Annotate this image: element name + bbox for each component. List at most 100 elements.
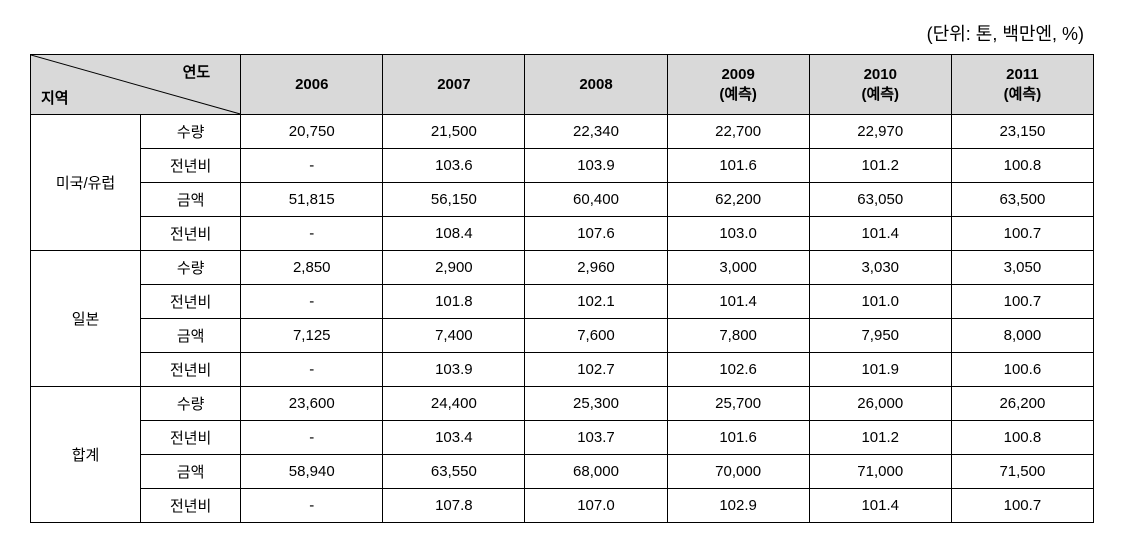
table-row: 전년비-101.8102.1101.4101.0100.7 — [31, 285, 1094, 319]
metric-label-cell: 수량 — [141, 387, 241, 421]
value-cell: - — [241, 149, 383, 183]
value-cell: 60,400 — [525, 183, 667, 217]
metric-label-cell: 전년비 — [141, 285, 241, 319]
table-row: 전년비-103.9102.7102.6101.9100.6 — [31, 353, 1094, 387]
value-cell: 63,500 — [951, 183, 1093, 217]
value-cell: 71,000 — [809, 455, 951, 489]
value-cell: 26,200 — [951, 387, 1093, 421]
table-row: 금액7,1257,4007,6007,8007,9508,000 — [31, 319, 1094, 353]
metric-label-cell: 수량 — [141, 115, 241, 149]
value-cell: 101.2 — [809, 421, 951, 455]
table-row: 금액51,81556,15060,40062,20063,05063,500 — [31, 183, 1094, 217]
table-row: 미국/유럽수량20,75021,50022,34022,70022,97023,… — [31, 115, 1094, 149]
value-cell: 102.6 — [667, 353, 809, 387]
value-cell: 107.0 — [525, 489, 667, 523]
header-region-label: 지역 — [41, 87, 69, 108]
metric-label-cell: 전년비 — [141, 217, 241, 251]
value-cell: - — [241, 421, 383, 455]
value-cell: 25,300 — [525, 387, 667, 421]
metric-label-cell: 금액 — [141, 183, 241, 217]
value-cell: 107.8 — [383, 489, 525, 523]
value-cell: - — [241, 353, 383, 387]
value-cell: 63,050 — [809, 183, 951, 217]
table-row: 전년비-103.6103.9101.6101.2100.8 — [31, 149, 1094, 183]
value-cell: 101.0 — [809, 285, 951, 319]
year-header: 2010(예측) — [809, 55, 951, 115]
value-cell: 7,950 — [809, 319, 951, 353]
value-cell: 70,000 — [667, 455, 809, 489]
value-cell: 101.6 — [667, 421, 809, 455]
value-cell: 51,815 — [241, 183, 383, 217]
table-row: 일본수량2,8502,9002,9603,0003,0303,050 — [31, 251, 1094, 285]
value-cell: 20,750 — [241, 115, 383, 149]
value-cell: 101.2 — [809, 149, 951, 183]
year-header: 2007 — [383, 55, 525, 115]
value-cell: 103.9 — [383, 353, 525, 387]
diagonal-header: 연도 지역 — [31, 55, 241, 115]
value-cell: 62,200 — [667, 183, 809, 217]
metric-label-cell: 수량 — [141, 251, 241, 285]
value-cell: 56,150 — [383, 183, 525, 217]
value-cell: 101.4 — [667, 285, 809, 319]
value-cell: 101.4 — [809, 489, 951, 523]
value-cell: 2,960 — [525, 251, 667, 285]
value-cell: 101.6 — [667, 149, 809, 183]
table-row: 전년비-103.4103.7101.6101.2100.8 — [31, 421, 1094, 455]
value-cell: 24,400 — [383, 387, 525, 421]
value-cell: - — [241, 489, 383, 523]
value-cell: 100.6 — [951, 353, 1093, 387]
metric-label-cell: 금액 — [141, 455, 241, 489]
metric-label-cell: 금액 — [141, 319, 241, 353]
metric-label-cell: 전년비 — [141, 149, 241, 183]
value-cell: 103.9 — [525, 149, 667, 183]
value-cell: 3,000 — [667, 251, 809, 285]
value-cell: 71,500 — [951, 455, 1093, 489]
region-cell: 합계 — [31, 387, 141, 523]
value-cell: 103.4 — [383, 421, 525, 455]
value-cell: 3,030 — [809, 251, 951, 285]
value-cell: 22,970 — [809, 115, 951, 149]
value-cell: 101.4 — [809, 217, 951, 251]
value-cell: 102.1 — [525, 285, 667, 319]
header-year-label: 연도 — [183, 61, 211, 82]
value-cell: - — [241, 285, 383, 319]
value-cell: 100.7 — [951, 217, 1093, 251]
value-cell: 100.7 — [951, 489, 1093, 523]
value-cell: 26,000 — [809, 387, 951, 421]
region-cell: 미국/유럽 — [31, 115, 141, 251]
value-cell: 58,940 — [241, 455, 383, 489]
value-cell: 100.8 — [951, 421, 1093, 455]
metric-label-cell: 전년비 — [141, 489, 241, 523]
value-cell: 108.4 — [383, 217, 525, 251]
year-header: 2008 — [525, 55, 667, 115]
value-cell: 100.8 — [951, 149, 1093, 183]
value-cell: 103.6 — [383, 149, 525, 183]
value-cell: 7,125 — [241, 319, 383, 353]
value-cell: 2,850 — [241, 251, 383, 285]
value-cell: 22,700 — [667, 115, 809, 149]
value-cell: 21,500 — [383, 115, 525, 149]
data-table: 연도 지역 2006 2007 2008 2009(예측) 2010(예측) 2… — [30, 54, 1094, 523]
value-cell: 63,550 — [383, 455, 525, 489]
value-cell: 3,050 — [951, 251, 1093, 285]
header-row: 연도 지역 2006 2007 2008 2009(예측) 2010(예측) 2… — [31, 55, 1094, 115]
value-cell: 101.9 — [809, 353, 951, 387]
value-cell: 68,000 — [525, 455, 667, 489]
value-cell: 7,600 — [525, 319, 667, 353]
table-row: 전년비-107.8107.0102.9101.4100.7 — [31, 489, 1094, 523]
table-row: 전년비-108.4107.6103.0101.4100.7 — [31, 217, 1094, 251]
value-cell: 103.0 — [667, 217, 809, 251]
value-cell: 2,900 — [383, 251, 525, 285]
value-cell: 22,340 — [525, 115, 667, 149]
value-cell: 25,700 — [667, 387, 809, 421]
value-cell: 8,000 — [951, 319, 1093, 353]
year-header: 2006 — [241, 55, 383, 115]
value-cell: 102.7 — [525, 353, 667, 387]
table-row: 금액58,94063,55068,00070,00071,00071,500 — [31, 455, 1094, 489]
value-cell: 107.6 — [525, 217, 667, 251]
year-header: 2009(예측) — [667, 55, 809, 115]
value-cell: 23,600 — [241, 387, 383, 421]
year-header: 2011(예측) — [951, 55, 1093, 115]
value-cell: 100.7 — [951, 285, 1093, 319]
value-cell: 7,800 — [667, 319, 809, 353]
